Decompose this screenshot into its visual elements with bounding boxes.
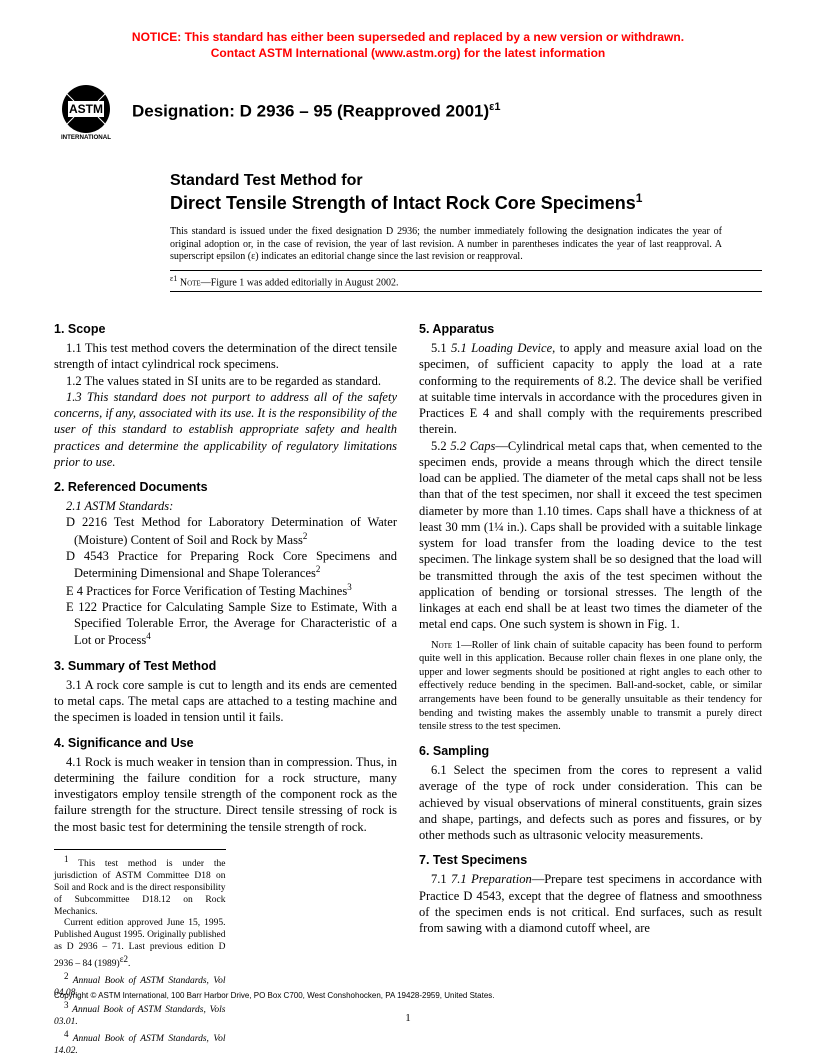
fn1b-sup: ε2 (120, 954, 128, 964)
svg-text:INTERNATIONAL: INTERNATIONAL (61, 134, 111, 141)
sec2-sub: 2.1 ASTM Standards: (54, 498, 397, 514)
sec6-head: 6. Sampling (419, 744, 762, 758)
title-prefix: Standard Test Method for (170, 171, 762, 191)
sec1-p2: 1.2 The values stated in SI units are to… (54, 373, 397, 389)
ref-sup-3: 3 (347, 582, 352, 592)
right-column: 5. Apparatus 5.1 5.1 Loading Device, to … (419, 312, 762, 1058)
sec1-p1: 1.1 This test method covers the determin… (54, 340, 397, 373)
sec7-p1: 7.1 7.1 Preparation—Prepare test specime… (419, 871, 762, 936)
epsilon-text: —Figure 1 was added editorially in Augus… (201, 277, 399, 288)
sec2-head: 2. Referenced Documents (54, 480, 397, 494)
copyright-line: Copyright © ASTM International, 100 Barr… (54, 991, 495, 1000)
sec1-head: 1. Scope (54, 322, 397, 336)
sec6-p1: 6.1 Select the specimen from the cores t… (419, 762, 762, 843)
body-columns: 1. Scope 1.1 This test method covers the… (54, 312, 762, 1058)
sec4-head: 4. Significance and Use (54, 736, 397, 750)
note1-label: Note 1 (431, 640, 461, 651)
epsilon-note: ε1 Note—Figure 1 was added editorially i… (170, 270, 762, 292)
fn1a-text: This test method is under the jurisdicti… (54, 859, 226, 917)
fn1b: Current edition approved June 15, 1995. … (54, 918, 226, 971)
fn1a: 1 This test method is under the jurisdic… (54, 854, 226, 919)
sec3-head: 3. Summary of Test Method (54, 659, 397, 673)
astm-logo: ASTM INTERNATIONAL (54, 79, 118, 143)
left-column: 1. Scope 1.1 This test method covers the… (54, 312, 397, 1058)
footnotes: 1 This test method is under the jurisdic… (54, 849, 226, 1058)
header-row: ASTM INTERNATIONAL Designation: D 2936 –… (54, 79, 762, 143)
epsilon-label: Note (177, 277, 200, 288)
main-title-text: Direct Tensile Strength of Intact Rock C… (170, 193, 636, 213)
ref-sup-4: 4 (146, 631, 151, 641)
sec5-p1-label: 5.1 Loading Device (451, 341, 552, 355)
sec4-p1: 4.1 Rock is much weaker in tension than … (54, 754, 397, 835)
svg-text:ASTM: ASTM (69, 102, 103, 116)
designation-sup: ε1 (489, 101, 500, 113)
sec1-p3: 1.3 This standard does not purport to ad… (54, 389, 397, 470)
sec5-p1: 5.1 5.1 Loading Device, to apply and mea… (419, 340, 762, 438)
note1-text: —Roller of link chain of suitable capaci… (419, 640, 762, 733)
sec7-head: 7. Test Specimens (419, 853, 762, 867)
fn4-text: Annual Book of ASTM Standards, Vol 14.02… (54, 1034, 226, 1056)
fn4: 4 Annual Book of ASTM Standards, Vol 14.… (54, 1029, 226, 1058)
sec5-head: 5. Apparatus (419, 322, 762, 336)
sec7-p1-num: 7.1 (431, 872, 451, 886)
sec3-p1: 3.1 A rock core sample is cut to length … (54, 677, 397, 726)
sec5-p1-num: 5.1 (431, 341, 451, 355)
ref-e122: E 122 Practice for Calculating Sample Si… (66, 599, 397, 649)
ref-sup-2a: 2 (303, 531, 308, 541)
notice-line1: NOTICE: This standard has either been su… (132, 30, 684, 44)
ref-d2216-text: D 2216 Test Method for Laboratory Determ… (66, 515, 397, 546)
supersession-notice: NOTICE: This standard has either been su… (54, 30, 762, 61)
sec5-p2: 5.2 5.2 Caps—Cylindrical metal caps that… (419, 438, 762, 633)
notice-line2: Contact ASTM International (www.astm.org… (211, 46, 605, 60)
ref-d4543-text: D 4543 Practice for Preparing Rock Core … (66, 549, 397, 580)
page-number: 1 (0, 1012, 816, 1024)
sec5-note1: Note 1—Roller of link chain of suitable … (419, 639, 762, 734)
fn1b-text: Current edition approved June 15, 1995. … (54, 918, 226, 969)
title-block: Standard Test Method for Direct Tensile … (170, 171, 762, 214)
sec5-p1-text: , to apply and measure axial load on the… (419, 341, 762, 436)
ref-sup-2b: 2 (316, 564, 321, 574)
sec5-p2-label: 5.2 Caps (450, 439, 495, 453)
sec2-sub-text: 2.1 ASTM Standards: (66, 499, 173, 513)
ref-e122-text: E 122 Practice for Calculating Sample Si… (66, 600, 397, 648)
ref-d4543: D 4543 Practice for Preparing Rock Core … (66, 548, 397, 582)
main-title-sup: 1 (636, 191, 643, 205)
ref-e4-text: E 4 Practices for Force Verification of … (66, 584, 347, 598)
ref-e4: E 4 Practices for Force Verification of … (66, 582, 397, 599)
main-title: Direct Tensile Strength of Intact Rock C… (170, 191, 762, 214)
sec5-p2-num: 5.2 (431, 439, 450, 453)
designation: Designation: D 2936 – 95 (Reapproved 200… (132, 101, 500, 122)
issuance-note: This standard is issued under the fixed … (170, 226, 762, 264)
sec5-p2-text: —Cylindrical metal caps that, when cemen… (419, 439, 762, 632)
ref-d2216: D 2216 Test Method for Laboratory Determ… (66, 514, 397, 548)
sec7-p1-label: 7.1 Preparation (451, 872, 532, 886)
designation-text: Designation: D 2936 – 95 (Reapproved 200… (132, 102, 489, 121)
